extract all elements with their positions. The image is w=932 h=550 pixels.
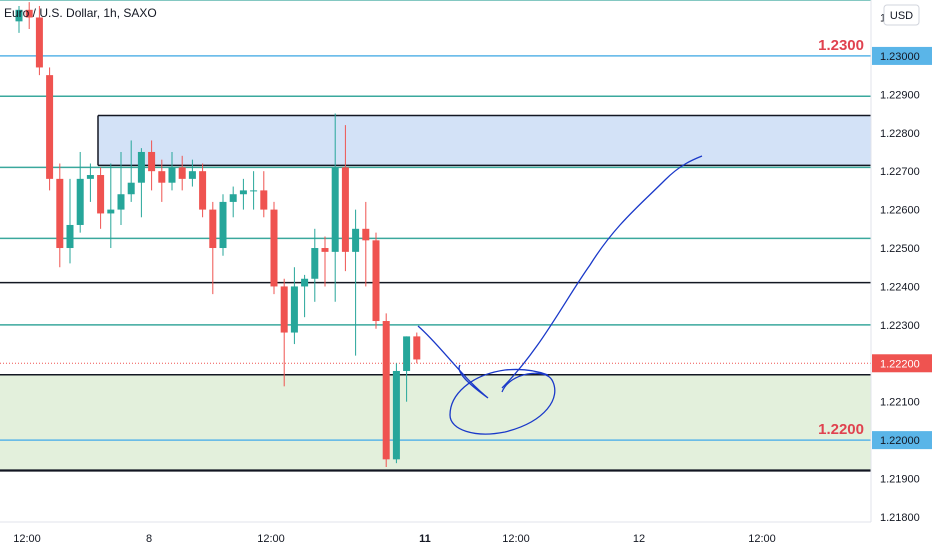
candle-body — [219, 201, 227, 249]
candle-body — [127, 182, 135, 195]
x-tick-label: 12:00 — [748, 533, 776, 545]
price-tags-layer: 1.23000 1.22000 1.22200 — [872, 46, 932, 450]
level-annotation: 1.2200 — [818, 421, 864, 438]
candle-body — [403, 336, 411, 371]
candle-body — [137, 151, 145, 183]
candle-body — [158, 171, 166, 183]
y-tick-label: 1.22300 — [880, 320, 920, 332]
candle-body — [301, 278, 309, 287]
candles-layer — [15, 2, 421, 468]
candle-body — [97, 175, 105, 214]
candle-body — [86, 175, 94, 179]
candle-body — [382, 321, 390, 460]
y-tick-label: 1.22400 — [880, 281, 920, 293]
currency-button-label: USD — [890, 10, 913, 22]
y-tick-label: 1.22100 — [880, 397, 920, 409]
last-price-tag-bg — [872, 354, 932, 373]
price-tag-label: 1.23000 — [880, 51, 920, 63]
candle-body — [311, 248, 319, 279]
zone-rect — [0, 374, 871, 471]
candle-body — [270, 209, 278, 287]
candle-body — [76, 178, 84, 225]
projection-drawing — [417, 325, 489, 399]
candle-body — [168, 167, 176, 183]
candle-body — [321, 248, 329, 252]
candle-body — [372, 240, 380, 322]
level-annotation: 1.2300 — [818, 37, 864, 54]
candle-body — [290, 286, 298, 333]
y-tick-label: 1.22900 — [880, 89, 920, 101]
candle-body — [188, 171, 196, 179]
candle-body — [117, 194, 125, 210]
y-tick-label: 1.22700 — [880, 166, 920, 178]
candle-body — [362, 228, 370, 241]
y-tick-label: 1.22600 — [880, 205, 920, 217]
zones-layer — [0, 114, 871, 471]
candle-body — [56, 178, 64, 249]
y-tick-label: 1.22800 — [880, 128, 920, 140]
price-axis[interactable]: 1.231001.230001.229001.228001.227001.226… — [880, 13, 920, 550]
candle-body — [178, 167, 186, 179]
x-tick-label: 12:00 — [502, 533, 530, 545]
price-tag-label: 1.22000 — [880, 435, 920, 447]
candle-body — [331, 167, 339, 252]
candle-body — [239, 190, 247, 195]
candle-body — [35, 17, 43, 68]
currency-button[interactable]: USD — [883, 4, 920, 26]
candle-body — [280, 286, 288, 333]
candle-body — [66, 224, 74, 249]
candle-body — [341, 167, 349, 252]
candle-body — [250, 190, 258, 192]
price-tag-bg — [872, 46, 932, 65]
candle-body — [107, 209, 115, 214]
candle-body — [209, 209, 217, 249]
target-circle-drawing — [449, 368, 556, 435]
annotations-layer: 1.2300 1.2200 — [818, 37, 864, 438]
candle-body — [15, 9, 23, 22]
x-tick-label: 12:00 — [257, 533, 285, 545]
candle-body — [260, 190, 268, 210]
candle-body — [352, 228, 360, 252]
candle-body — [199, 171, 207, 210]
last-price-tag-label: 1.22200 — [880, 358, 920, 370]
x-tick-label: 12 — [633, 533, 645, 545]
x-tick-label: 11 — [419, 533, 431, 545]
time-axis[interactable]: 12:00 8 12:00 11 12:00 12 12:00 — [13, 533, 776, 545]
x-tick-label: 12:00 — [13, 533, 41, 545]
zone-rect — [98, 115, 871, 166]
candle-body — [229, 194, 237, 202]
y-tick-label: 1.21900 — [880, 474, 920, 486]
y-tick-label: 1.22500 — [880, 243, 920, 255]
upward-projection-drawing — [501, 155, 703, 389]
candle-body — [25, 9, 33, 18]
candle-body — [148, 151, 156, 172]
candle-body — [413, 336, 421, 360]
x-tick-label: 8 — [146, 533, 152, 545]
chart-title: Euro / U.S. Dollar, 1h, SAXO — [4, 6, 157, 20]
candle-body — [46, 75, 54, 179]
horizontal-lines-layer — [0, 0, 871, 472]
price-tag-bg — [872, 431, 932, 450]
candle-body — [392, 370, 400, 460]
y-tick-label: 1.21800 — [880, 512, 920, 524]
drawing-layer — [417, 155, 703, 435]
